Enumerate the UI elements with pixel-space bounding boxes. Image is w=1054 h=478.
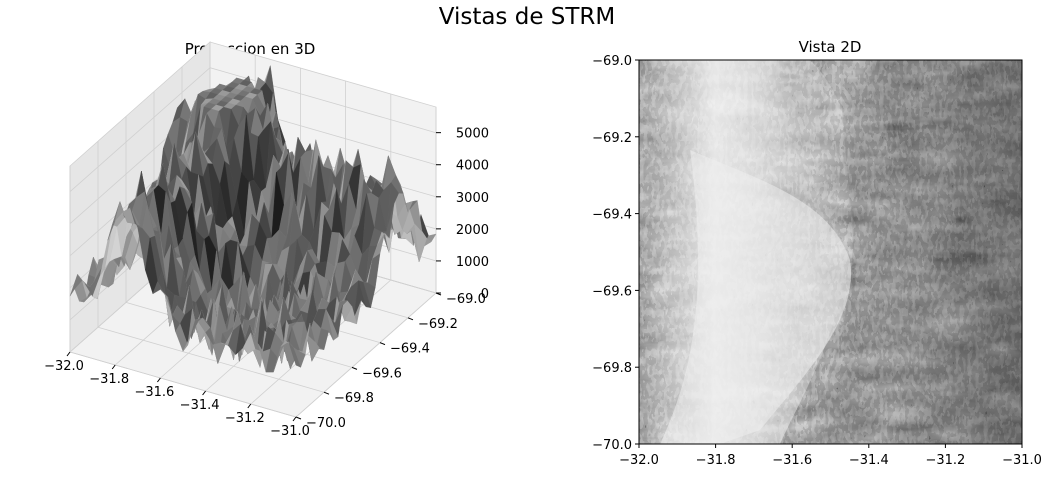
hillshade-2d-plot: Vista 2D bbox=[592, 38, 1042, 468]
x-tick-label: −31.2 bbox=[225, 411, 265, 426]
figure-title: Vistas de STRM bbox=[438, 4, 616, 30]
y-tick bbox=[379, 342, 386, 346]
x-tick bbox=[202, 390, 207, 396]
z-tick-label: 3000 bbox=[456, 191, 489, 206]
y-tick bbox=[407, 317, 414, 321]
z-tick-label: 0 bbox=[481, 287, 489, 302]
y-tick-label: −70.0 bbox=[306, 416, 346, 431]
y-tick-label: −70.0 bbox=[592, 438, 632, 453]
grid-line-y bbox=[69, 351, 297, 418]
hillshade-image bbox=[639, 60, 1022, 444]
x-tick bbox=[111, 364, 116, 370]
y-tick-label: −69.8 bbox=[334, 391, 374, 406]
z-tick-label: 4000 bbox=[456, 159, 489, 174]
y-tick bbox=[323, 391, 330, 395]
y-tick-label: −69.2 bbox=[418, 317, 458, 332]
z-tick-label: 1000 bbox=[456, 255, 489, 270]
y-tick-label: −69.0 bbox=[446, 292, 486, 307]
x-tick bbox=[292, 416, 297, 422]
x-tick-label: −32.0 bbox=[44, 359, 84, 374]
y-tick-label: −69.0 bbox=[592, 54, 632, 69]
y-tick-label: −69.6 bbox=[592, 284, 632, 299]
grid-line-x bbox=[295, 292, 437, 418]
x-tick-label: −31.0 bbox=[270, 424, 310, 439]
x-tick-label: −31.8 bbox=[89, 372, 129, 387]
y-tick-label: −69.8 bbox=[592, 361, 632, 376]
x-tick-label: −31.4 bbox=[180, 398, 220, 413]
x-tick bbox=[247, 403, 252, 409]
3d-axes: −32.0 −31.8 −31.6 −31.4 −31.2 −31.0−70.0 −69.8… bbox=[44, 127, 489, 439]
terrain-surface bbox=[69, 65, 437, 373]
x-tick bbox=[156, 377, 161, 383]
x-tick bbox=[66, 351, 71, 357]
x-tick-label: −31.8 bbox=[696, 453, 736, 468]
grid-line-z bbox=[69, 67, 437, 192]
z-tick-label: 2000 bbox=[456, 223, 489, 238]
y-tick bbox=[351, 366, 358, 370]
surface-3d-plot: Proyeccion en 3D −32.0−31.8−31.6−31.4−31… bbox=[44, 40, 489, 439]
grid-line-y bbox=[97, 326, 325, 393]
x-tick-label: −31.0 bbox=[1002, 453, 1042, 468]
x-tick-label: −31.4 bbox=[849, 453, 889, 468]
x-tick-label: −31.6 bbox=[772, 453, 812, 468]
y-tick-label: −69.4 bbox=[390, 342, 430, 357]
z-tick-label: 5000 bbox=[456, 127, 489, 142]
hillshade-plot-title: Vista 2D bbox=[799, 38, 862, 56]
y-tick-label: −69.6 bbox=[362, 366, 402, 381]
x-tick-label: −32.0 bbox=[619, 453, 659, 468]
x-tick-label: −31.6 bbox=[134, 385, 174, 400]
y-tick bbox=[295, 416, 302, 420]
2d-axes: −32.0 −31.8 −31.6 −31.4 −31.2 −31.0 −69.0 −69.2… bbox=[592, 54, 1042, 468]
surface-patch bbox=[288, 341, 302, 368]
y-tick-label: −69.2 bbox=[592, 131, 632, 146]
x-tick-label: −31.2 bbox=[925, 453, 965, 468]
y-tick-label: −69.4 bbox=[592, 208, 632, 223]
hillshade-frame bbox=[638, 59, 1023, 445]
